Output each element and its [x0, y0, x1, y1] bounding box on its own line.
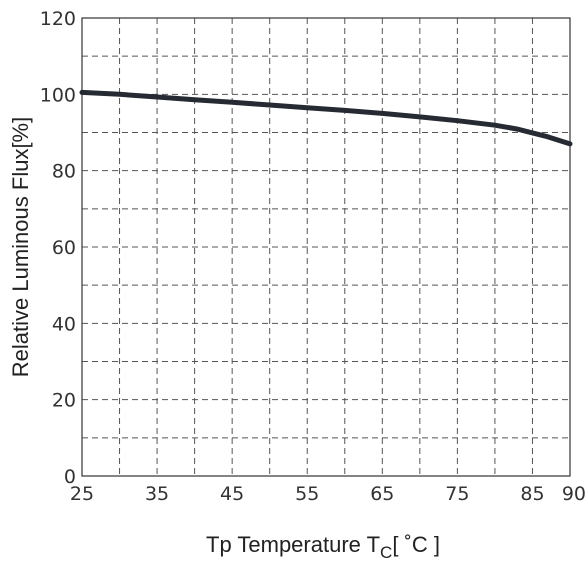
- series-line: [79, 89, 573, 147]
- x-tick-label: 90: [562, 483, 586, 505]
- x-tick-label: 65: [370, 483, 394, 505]
- y-tick-label: 80: [52, 161, 76, 183]
- x-axis-label-main: Tp Temperature T: [206, 532, 380, 557]
- y-tick-label: 40: [52, 313, 76, 335]
- x-tick-labels: 25 35 45 55 65 75 85 90: [70, 483, 586, 505]
- x-tick-label: 85: [520, 483, 544, 505]
- x-tick-label: 75: [445, 483, 469, 505]
- x-tick-label: 35: [145, 483, 169, 505]
- plot-frame: [81, 17, 571, 477]
- y-tick-label: 120: [40, 8, 76, 30]
- y-axis-label: Relative Luminous Flux[%]: [8, 117, 33, 377]
- y-tick-labels: 0 20 40 60 80 100 120: [40, 8, 76, 488]
- x-tick-label: 55: [295, 483, 319, 505]
- x-axis-label: Tp Temperature TC[ ˚C ]: [206, 532, 440, 562]
- x-axis-label-unit: [ ˚C ]: [392, 532, 440, 557]
- y-tick-label: 20: [52, 390, 76, 412]
- y-tick-label: 0: [64, 466, 76, 488]
- x-tick-label: 45: [220, 483, 244, 505]
- y-tick-label: 100: [40, 84, 76, 106]
- y-tick-label: 60: [52, 237, 76, 259]
- x-tick-label: 25: [70, 483, 94, 505]
- x-axis-label-subscript: C: [380, 543, 392, 562]
- grid-lines: [82, 18, 570, 476]
